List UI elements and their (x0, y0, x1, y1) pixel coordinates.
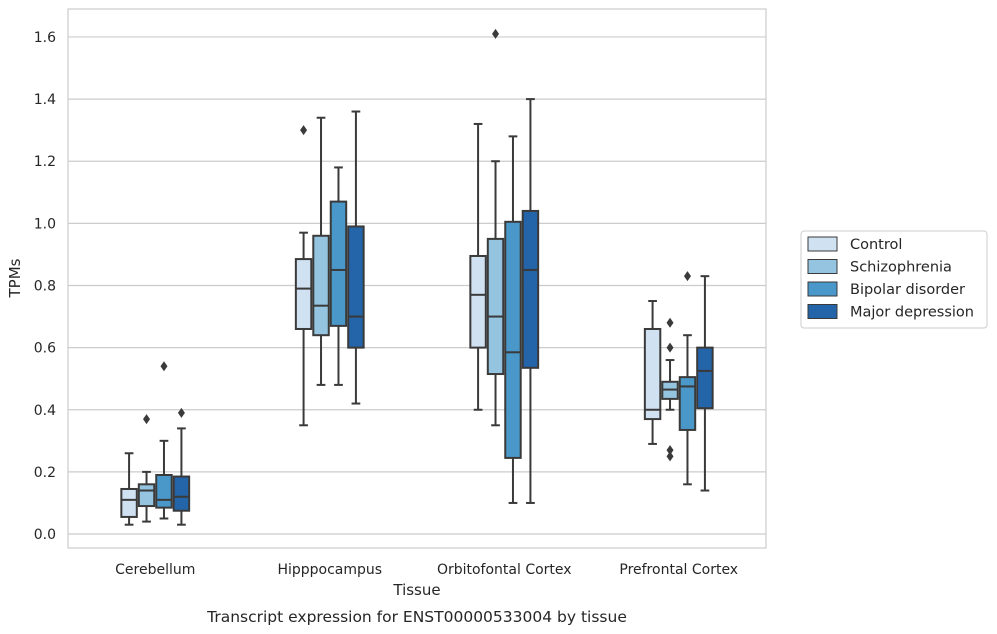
legend-swatch (807, 236, 838, 252)
y-tick-label: 0.0 (34, 527, 56, 543)
box-iqr (294, 258, 313, 330)
box-bipolar-disorder (329, 166, 348, 386)
chart-caption: Transcript expression for ENST0000053300… (206, 608, 627, 626)
gridlines (68, 36, 766, 535)
box-iqr (696, 346, 714, 410)
box-iqr (172, 475, 191, 512)
legend-swatch (807, 304, 838, 319)
box-iqr (469, 254, 487, 349)
y-tick-label: 0.4 (34, 403, 56, 419)
x-axis-label: Tissue (392, 581, 440, 599)
box-bipolar-disorder (155, 361, 173, 520)
box-iqr (486, 237, 505, 376)
box-major-depression (347, 110, 365, 405)
y-tick-label: 1.6 (34, 30, 56, 46)
box-schizophrenia (661, 317, 679, 462)
box-bipolar-disorder (504, 135, 522, 504)
box-iqr (329, 200, 348, 327)
x-tick-label: Prefrontal Cortex (619, 562, 738, 578)
y-tick-label: 0.8 (34, 278, 56, 294)
legend-label: Major depression (850, 305, 974, 321)
x-tick-label: Hipppocampus (277, 562, 382, 578)
y-axis-label: TPMs (6, 258, 24, 298)
box-iqr (120, 487, 138, 518)
outlier-point (683, 271, 691, 282)
y-tick-label: 1.4 (34, 92, 56, 108)
legend-swatch (807, 281, 838, 297)
y-tick-label: 0.2 (34, 465, 56, 481)
outlier-point (300, 125, 308, 136)
legend-label: Bipolar disorder (850, 282, 965, 298)
box-groups (120, 28, 714, 526)
y-tick-label: 1.2 (34, 154, 56, 170)
outlier-point (143, 414, 151, 425)
legend-label: Schizophrenia (850, 260, 952, 276)
y-tick-labels: 0.0 0.2 0.4 0.6 0.8 1.0 1.2 1.4 1.6 (34, 30, 56, 543)
box-control (643, 300, 662, 445)
box-schizophrenia (486, 28, 505, 427)
y-tick-label: 0.6 (34, 341, 56, 357)
x-tick-labels: Cerebellum Hipppocampus Orbitofontal Corte… (115, 562, 738, 578)
outlier-point (492, 28, 500, 39)
y-tick-label: 1.0 (34, 216, 56, 232)
box-schizophrenia (312, 116, 330, 386)
plot-frame (67, 8, 767, 549)
box-major-depression (172, 407, 191, 526)
legend-items: Control Schizophrenia Bipolar disorder Majo… (807, 236, 974, 321)
box-control (120, 452, 138, 526)
outlier-point (666, 445, 674, 456)
outlier-point (160, 361, 168, 372)
box-iqr (312, 234, 330, 337)
x-tick-label: Cerebellum (115, 562, 195, 578)
outlier-point (666, 342, 674, 353)
box-iqr (347, 225, 365, 349)
box-iqr (521, 209, 540, 369)
box-iqr (504, 220, 522, 459)
x-tick-label: Orbitofontal Cortex (437, 562, 572, 578)
box-iqr (137, 483, 156, 508)
box-bipolar-disorder (678, 271, 697, 486)
box-schizophrenia (137, 414, 156, 523)
box-control (294, 125, 313, 427)
box-iqr (678, 376, 697, 431)
outlier-point (177, 407, 185, 418)
box-control (469, 122, 487, 411)
legend-label: Control (850, 237, 902, 253)
box-major-depression (696, 275, 714, 492)
outlier-point (666, 451, 674, 462)
legend-swatch (807, 259, 838, 274)
box-iqr (155, 473, 173, 509)
box-major-depression (521, 98, 540, 504)
legend-frame (800, 230, 988, 329)
box-iqr (643, 327, 662, 421)
legend: Control Schizophrenia Bipolar disorder Majo… (800, 230, 988, 329)
outlier-point (666, 317, 674, 328)
